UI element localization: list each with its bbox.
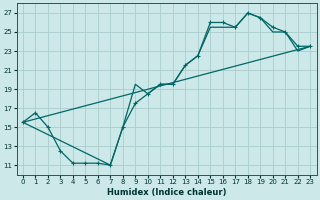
- X-axis label: Humidex (Indice chaleur): Humidex (Indice chaleur): [107, 188, 226, 197]
